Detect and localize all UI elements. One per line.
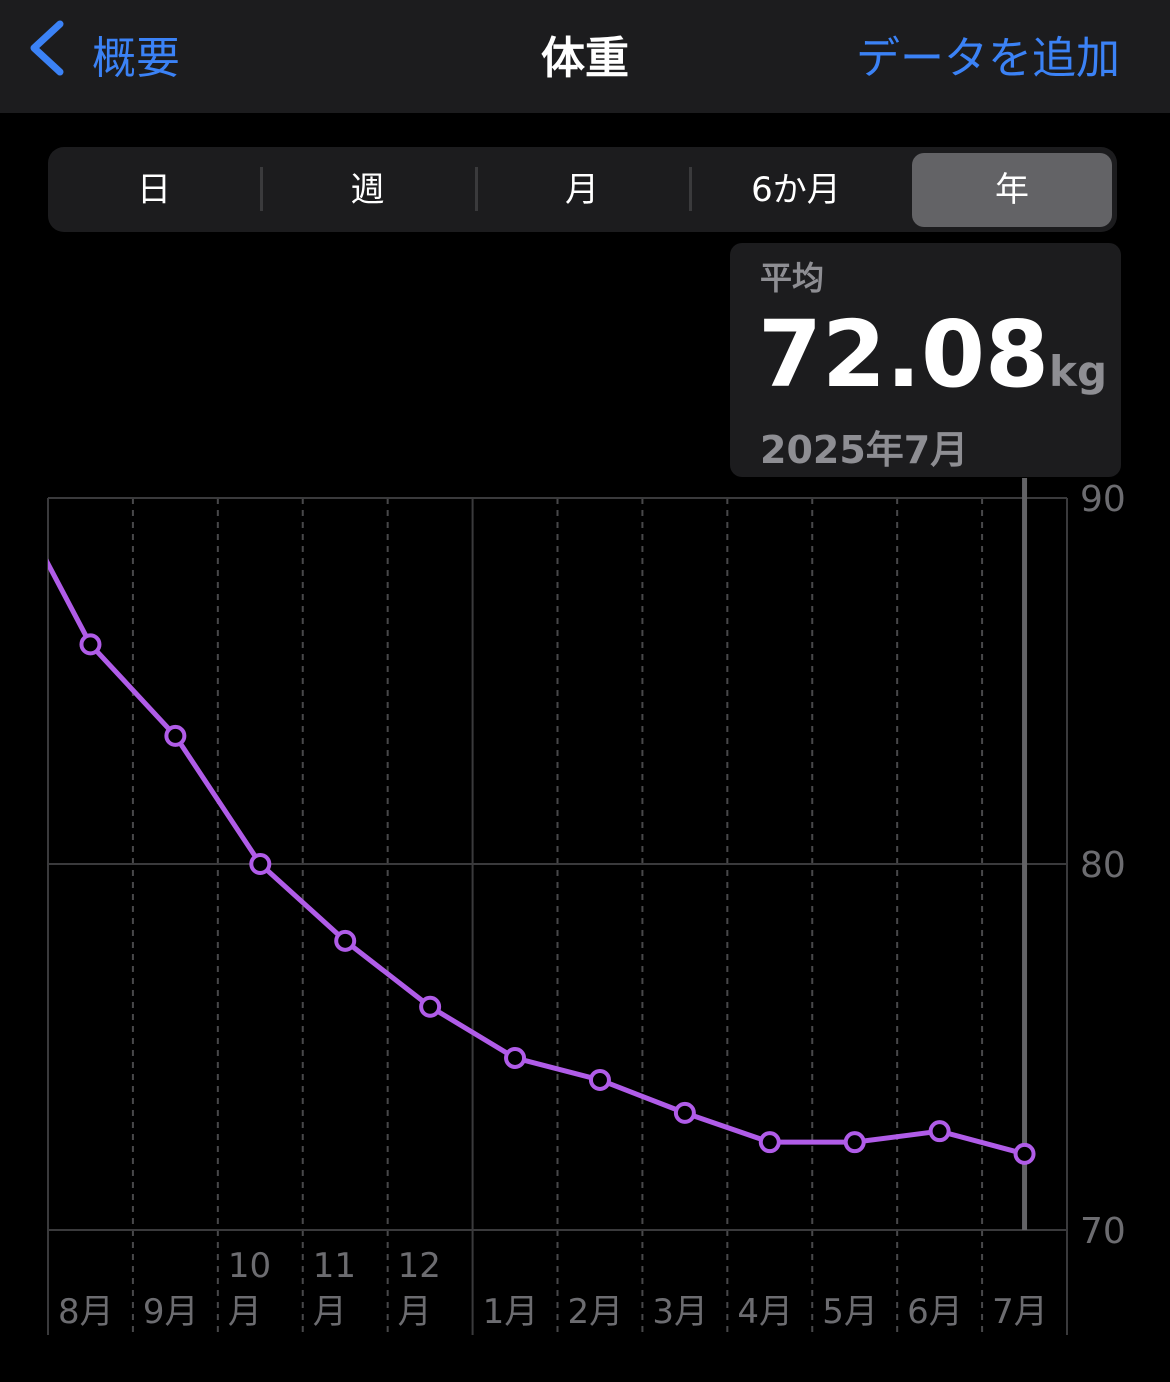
point xyxy=(588,1068,611,1091)
x-tick-label: 3月 xyxy=(652,1292,709,1332)
point xyxy=(164,724,187,747)
point xyxy=(249,853,272,875)
segment[interactable]: 6か月 xyxy=(751,170,841,210)
add-data-button[interactable]: データを追加 xyxy=(856,33,1120,84)
segment[interactable]: 週 xyxy=(350,170,385,210)
x-tick-label: 2月 xyxy=(567,1292,624,1332)
point xyxy=(0,474,15,492)
nav-title: 体重 xyxy=(541,33,629,84)
x-tick-label: 9月 xyxy=(142,1292,199,1332)
back-chevron[interactable] xyxy=(24,18,68,78)
point xyxy=(504,1046,527,1069)
point xyxy=(758,1131,781,1154)
y-tick-label: 80 xyxy=(1080,845,1126,886)
point xyxy=(928,1120,951,1143)
back-button[interactable]: 概要 xyxy=(92,33,180,84)
y-tick-label: 90 xyxy=(1080,479,1126,520)
callout-unit: kg xyxy=(1049,347,1108,396)
x-tick-label: 11月 xyxy=(312,1246,357,1332)
x-tick-label: 7月 xyxy=(992,1292,1048,1332)
callout-label: 平均 xyxy=(760,259,825,297)
segment[interactable]: 月 xyxy=(565,170,599,210)
x-tick-label: 8月 xyxy=(58,1292,114,1332)
callout-value: 72.08 xyxy=(758,301,1050,408)
callout-date: 2025年7月 xyxy=(760,428,969,472)
point xyxy=(843,1131,866,1154)
plot xyxy=(0,474,1036,1165)
y-tick-label: 70 xyxy=(1080,1211,1126,1252)
segment-separator xyxy=(475,167,478,211)
point xyxy=(79,633,102,656)
point xyxy=(334,929,357,952)
callout: 平均 72.08kg 2025年7月 xyxy=(730,243,1121,477)
x-tick-label: 5月 xyxy=(822,1292,878,1332)
nav-bar: 概要 体重 データを追加 xyxy=(0,0,1170,113)
callout-value-row: 72.08kg xyxy=(758,301,1107,408)
x-tick-label: 6月 xyxy=(907,1292,963,1332)
x-tick-label: 4月 xyxy=(737,1292,793,1332)
point xyxy=(419,995,442,1018)
segment-separator xyxy=(260,167,263,211)
point xyxy=(1013,1142,1036,1165)
x-tick-label: 10月 xyxy=(227,1246,272,1332)
segmented-control: 日 週 月 6か月 年 xyxy=(48,147,1117,232)
segment[interactable]: 年 xyxy=(912,153,1112,227)
segment[interactable]: 日 xyxy=(137,170,171,210)
x-tick-label: 12月 xyxy=(397,1246,441,1332)
segment-separator xyxy=(689,167,692,211)
x-tick-label: 1月 xyxy=(482,1292,539,1332)
point xyxy=(673,1101,696,1124)
